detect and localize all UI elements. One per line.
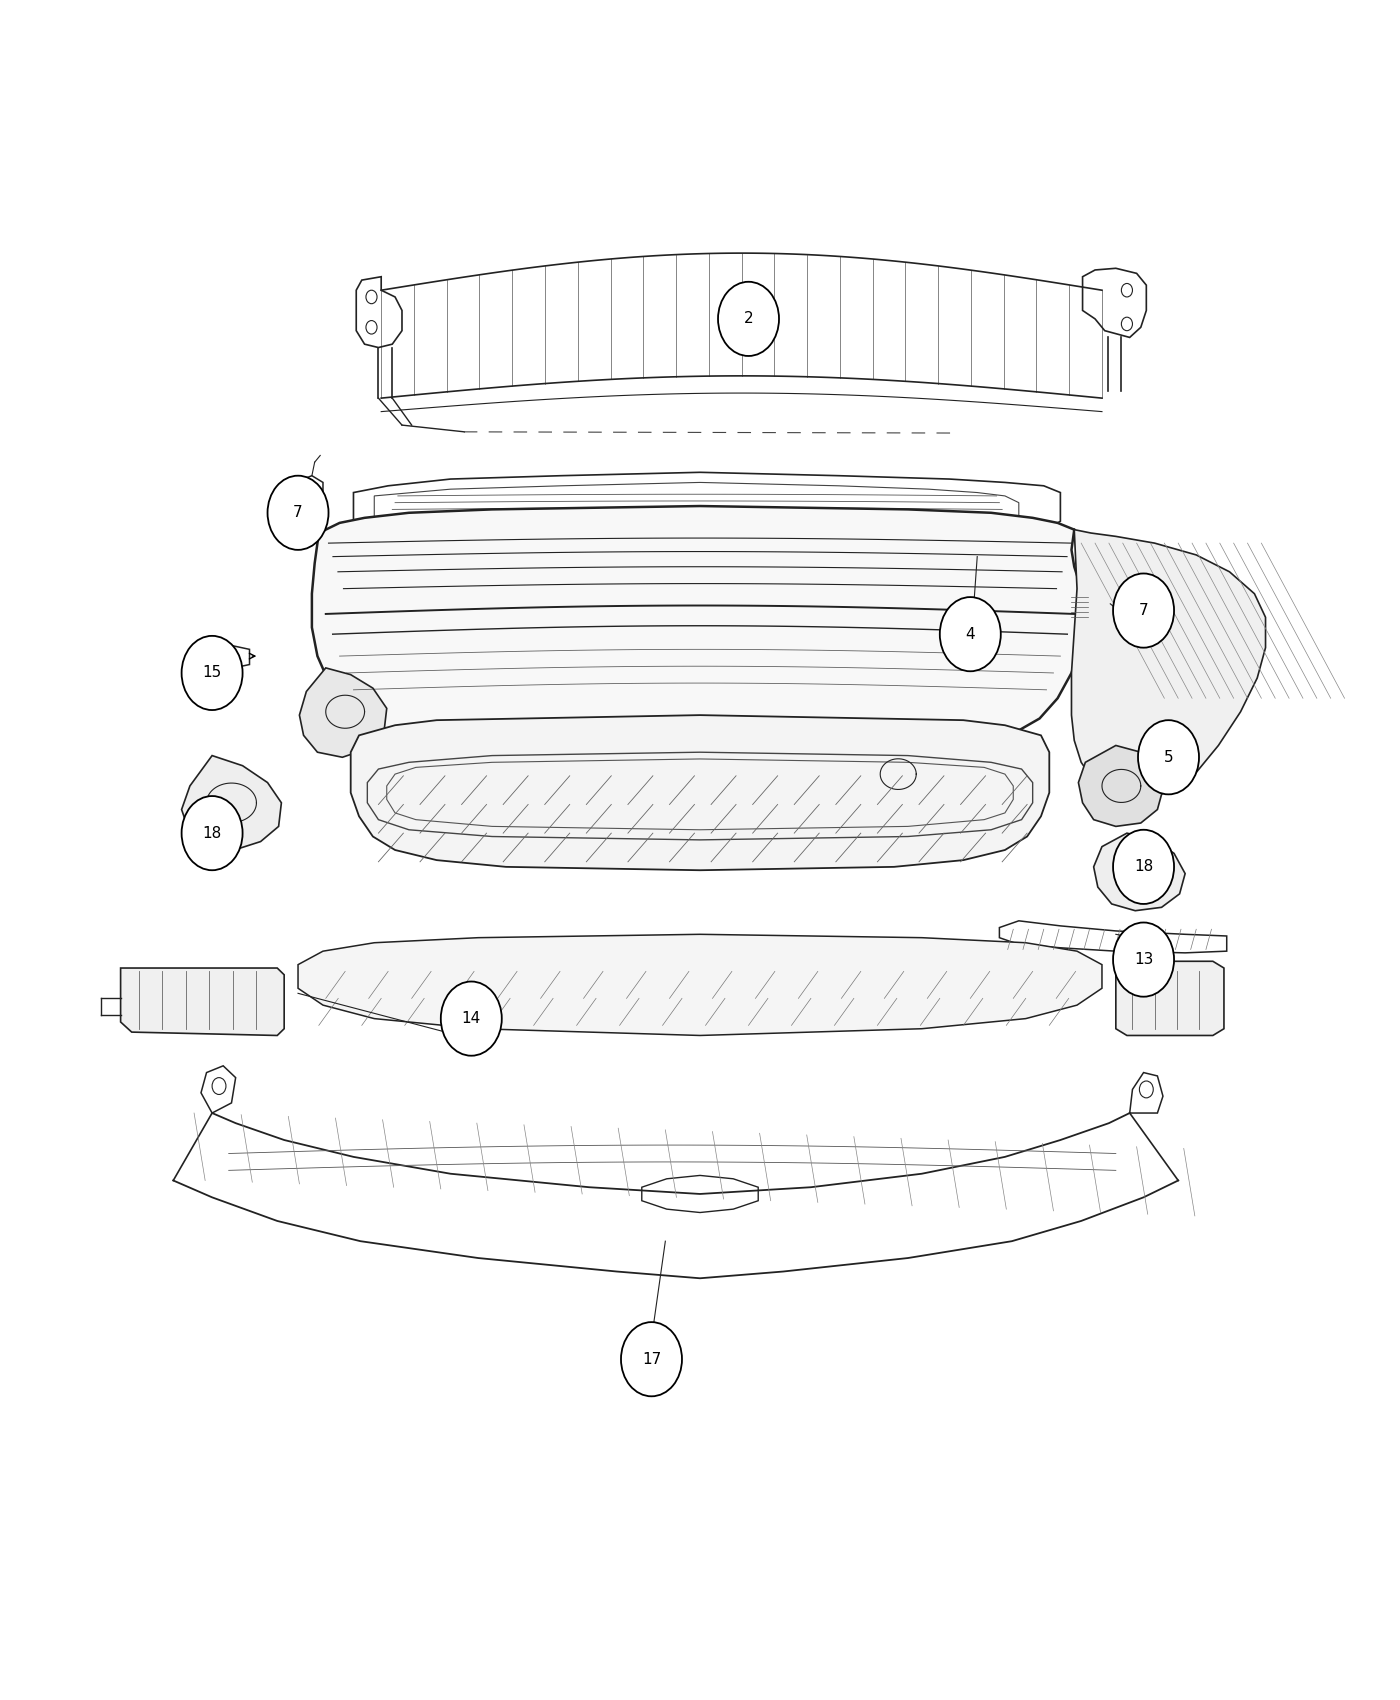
Text: 18: 18 bbox=[203, 826, 221, 840]
Polygon shape bbox=[855, 736, 941, 814]
Polygon shape bbox=[351, 716, 1050, 870]
Circle shape bbox=[1113, 830, 1175, 904]
Circle shape bbox=[1113, 573, 1175, 648]
Text: 18: 18 bbox=[1134, 860, 1154, 874]
Text: 17: 17 bbox=[641, 1352, 661, 1367]
Circle shape bbox=[182, 636, 242, 711]
Text: 7: 7 bbox=[293, 505, 302, 520]
Text: 15: 15 bbox=[203, 665, 221, 680]
Polygon shape bbox=[1116, 960, 1224, 1035]
Text: 7: 7 bbox=[1138, 604, 1148, 619]
Polygon shape bbox=[298, 935, 1102, 1035]
Polygon shape bbox=[300, 668, 386, 756]
Circle shape bbox=[1138, 721, 1198, 794]
Circle shape bbox=[939, 597, 1001, 672]
Polygon shape bbox=[182, 755, 281, 850]
Text: 13: 13 bbox=[1134, 952, 1154, 967]
Circle shape bbox=[441, 981, 501, 1056]
Text: 14: 14 bbox=[462, 1012, 482, 1027]
Text: 5: 5 bbox=[1163, 750, 1173, 765]
Polygon shape bbox=[1093, 833, 1186, 911]
Polygon shape bbox=[120, 967, 284, 1035]
Text: 4: 4 bbox=[966, 627, 976, 641]
Text: 2: 2 bbox=[743, 311, 753, 326]
Polygon shape bbox=[1078, 746, 1163, 826]
Circle shape bbox=[182, 796, 242, 870]
Polygon shape bbox=[1071, 530, 1266, 799]
Polygon shape bbox=[312, 507, 1082, 751]
Circle shape bbox=[267, 476, 329, 549]
Circle shape bbox=[718, 282, 778, 355]
Circle shape bbox=[622, 1323, 682, 1396]
Circle shape bbox=[1113, 923, 1175, 996]
